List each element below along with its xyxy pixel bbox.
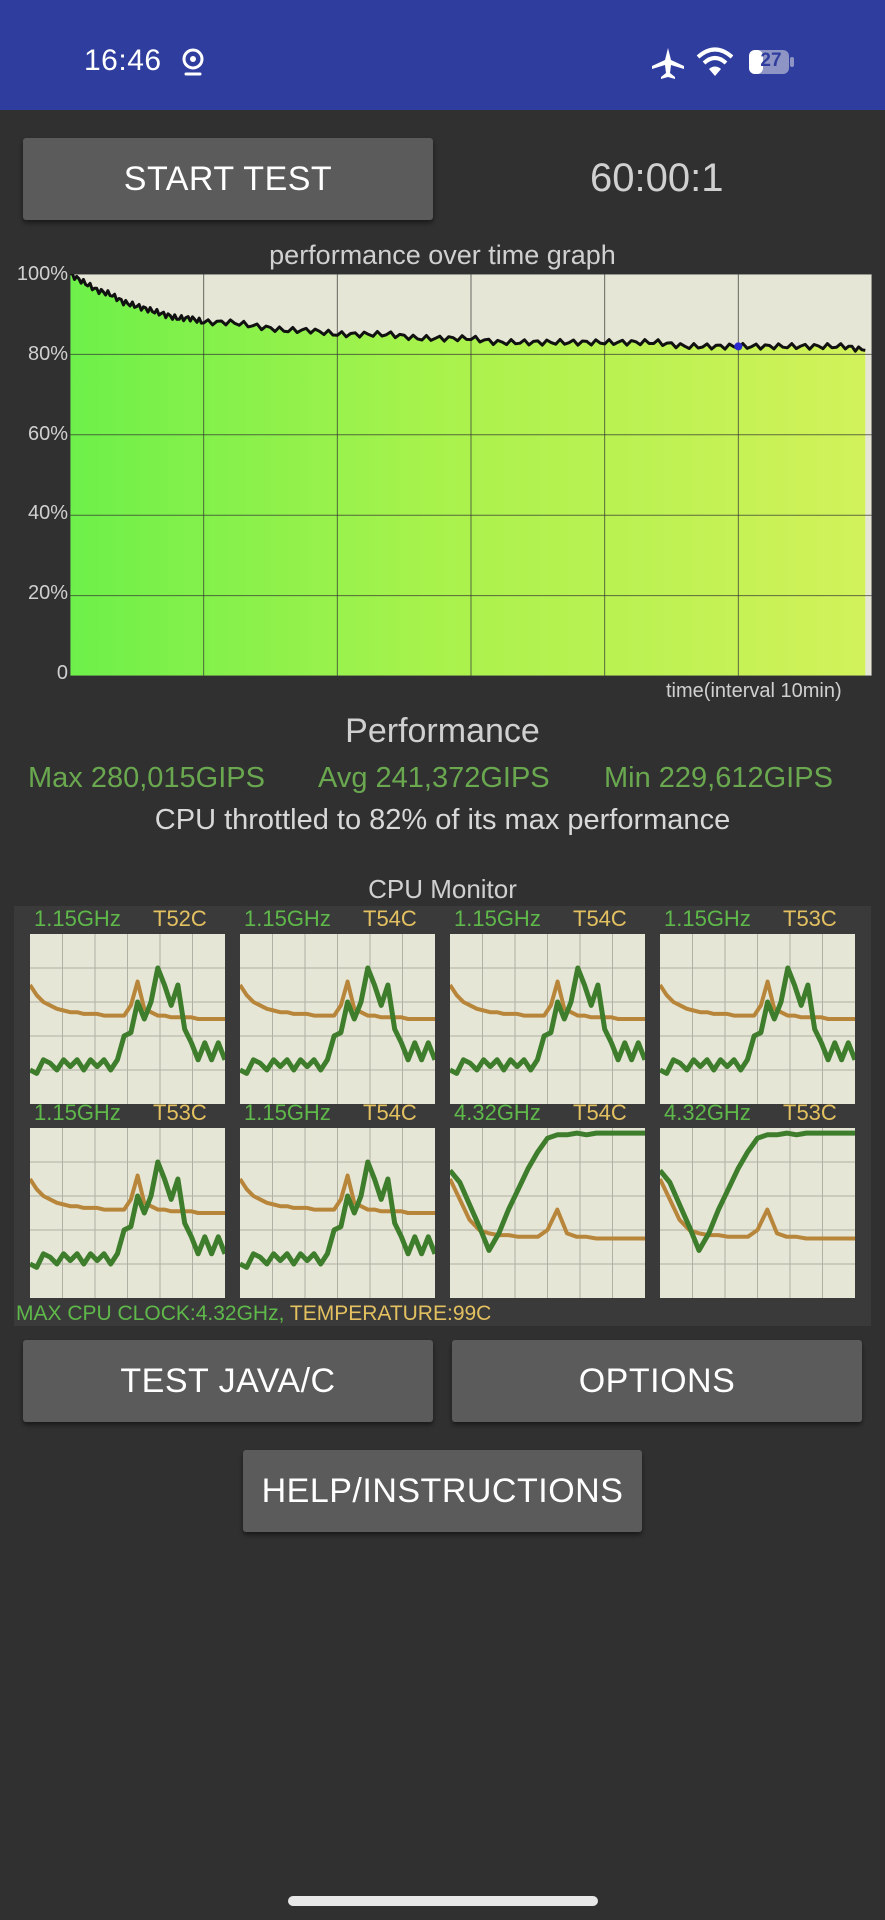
core-frequency-line [30,1159,225,1270]
core-graph [240,934,435,1104]
core-temperature-line [240,979,435,1021]
core-temperature-line [660,979,855,1021]
max-cpu-clock: MAX CPU CLOCK:4.32GHz, [16,1302,285,1325]
test-java-c-button[interactable]: TEST JAVA/C [23,1340,433,1422]
performance-area [70,274,866,676]
battery-level: 27 [760,50,782,71]
performance-title: Performance [345,712,540,750]
core-frequency-line [450,1130,645,1253]
core-temperature-line [30,1173,225,1215]
performance-line [70,274,866,353]
core-graph [450,1128,645,1298]
core-temperature: T54C [363,1100,417,1125]
core-frequency: 1.15GHz [34,1100,121,1125]
core-frequency: 1.15GHz [454,906,541,931]
max-stat: Max 280,015GIPS [28,762,265,794]
core-temperature-line [240,1173,435,1215]
core-graph [30,1128,225,1298]
y-tick-label: 20% [27,582,68,604]
core-frequency-line [30,965,225,1076]
core-temperature: T53C [783,906,837,931]
cpu-monitor-title: CPU Monitor [368,874,517,904]
wifi-icon [696,47,734,76]
core-frequency-line [660,965,855,1076]
core-temperature: T54C [573,906,627,931]
avg-stat: Avg 241,372GIPS [318,762,550,794]
core-frequency: 4.32GHz [664,1100,751,1125]
core-temperature: T54C [573,1100,627,1125]
core-temperature-line [450,979,645,1021]
gesture-nav-bar[interactable] [288,1896,598,1906]
core-frequency-line [660,1130,855,1253]
min-stat: Min 229,612GIPS [604,762,833,794]
core-temperature: T54C [363,906,417,931]
y-tick-label: 80% [27,343,68,365]
graph-title: performance over time graph [269,240,616,270]
y-tick-label: 100% [16,263,68,285]
core-frequency: 1.15GHz [664,906,751,931]
core-frequency-line [240,1159,435,1270]
location-icon [182,48,204,76]
cpu-monitor-footer: MAX CPU CLOCK:4.32GHz, TEMPERATURE:99C [16,1302,491,1326]
start-test-button[interactable]: START TEST [23,138,433,220]
y-tick-label: 40% [27,502,68,524]
throttle-message: CPU throttled to 82% of its max performa… [154,804,731,836]
core-temperature: T53C [783,1100,837,1125]
test-timer: 60:00:1 [590,156,724,200]
core-graph [660,1128,855,1298]
core-temperature: T53C [153,1100,207,1125]
help-instructions-button[interactable]: HELP/INSTRUCTIONS [243,1450,642,1532]
airplane-icon [652,48,684,79]
core-frequency-line [450,965,645,1076]
status-time: 16:46 [84,44,162,77]
max-temperature: TEMPERATURE:99C [284,1302,492,1325]
core-graph [240,1128,435,1298]
performance-marker [734,342,743,351]
core-frequency: 1.15GHz [34,906,121,931]
core-graph [30,934,225,1104]
core-temperature-line [30,979,225,1021]
options-button[interactable]: OPTIONS [452,1340,862,1422]
core-frequency: 1.15GHz [244,1100,331,1125]
battery-icon [749,50,794,74]
y-tick-label: 60% [27,423,68,445]
core-temperature: T52C [153,906,207,931]
y-tick-label: 0 [56,662,68,684]
performance-graph [70,274,872,676]
x-axis-label: time(interval 10min) [666,680,842,702]
status-bar: 16:46 27 [0,0,885,110]
core-frequency: 1.15GHz [244,906,331,931]
core-frequency: 4.32GHz [454,1100,541,1125]
core-graph [450,934,645,1104]
core-frequency-line [240,965,435,1076]
core-graph [660,934,855,1104]
